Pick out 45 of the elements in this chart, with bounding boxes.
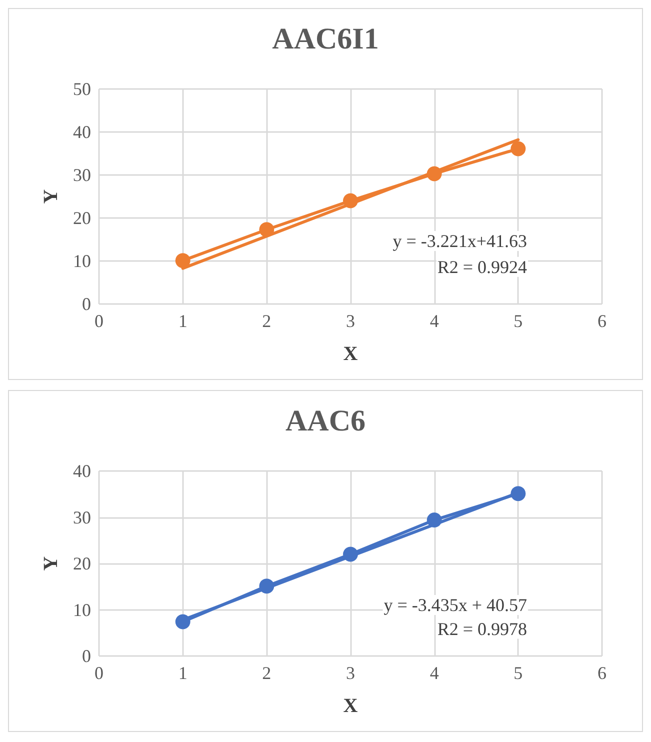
x-tick-label: 0 xyxy=(94,311,104,331)
x-tick-label: 0 xyxy=(94,663,104,683)
annotation: y = -3.221x+41.63 xyxy=(392,231,528,251)
point xyxy=(259,578,274,594)
x-tick-label: 3 xyxy=(346,663,355,683)
x-axis-title: X xyxy=(343,343,358,365)
y-tick-label: 50 xyxy=(73,79,91,99)
x-tick-label: 1 xyxy=(178,663,188,683)
point xyxy=(510,141,526,156)
point xyxy=(510,486,526,502)
chart-title: AAC6I1 xyxy=(272,22,379,56)
y-tick-label: 40 xyxy=(73,461,91,481)
point xyxy=(426,512,442,528)
x-tick-label: 4 xyxy=(430,663,439,683)
y-axis-title: Y xyxy=(40,188,62,204)
y-tick-label: 40 xyxy=(73,122,91,142)
x-tick-label: 6 xyxy=(598,311,606,331)
point xyxy=(343,546,358,562)
y-tick-label: 30 xyxy=(73,507,91,528)
x-tick-label: 3 xyxy=(346,311,355,331)
y-tick-label: 20 xyxy=(73,554,91,574)
y-tick-label: 0 xyxy=(82,294,91,314)
x-tick-label: 5 xyxy=(514,663,523,683)
y-tick-label: 0 xyxy=(82,646,91,666)
point xyxy=(175,614,190,630)
point xyxy=(343,193,358,208)
x-tick-label: 6 xyxy=(598,663,606,683)
chart-title: AAC6 xyxy=(286,404,366,438)
y-tick-label: 20 xyxy=(73,208,91,228)
annotation: y = -3.435x + 40.57 xyxy=(384,595,528,615)
x-tick-label: 2 xyxy=(262,311,272,331)
point xyxy=(175,253,190,268)
x-axis-title: X xyxy=(343,695,358,717)
annotation: R2 = 0.9924 xyxy=(437,256,528,277)
annotation: R2 = 0.9978 xyxy=(437,618,528,639)
y-tick-label: 30 xyxy=(73,165,91,185)
point xyxy=(259,222,274,238)
x-tick-label: 5 xyxy=(514,311,523,331)
x-tick-label: 4 xyxy=(430,311,439,331)
y-tick-label: 10 xyxy=(73,600,91,620)
y-tick-label: 10 xyxy=(73,251,91,271)
x-tick-label: 2 xyxy=(262,663,272,683)
y-axis-title: Y xyxy=(40,556,62,571)
point xyxy=(426,166,442,182)
x-tick-label: 1 xyxy=(178,311,188,331)
